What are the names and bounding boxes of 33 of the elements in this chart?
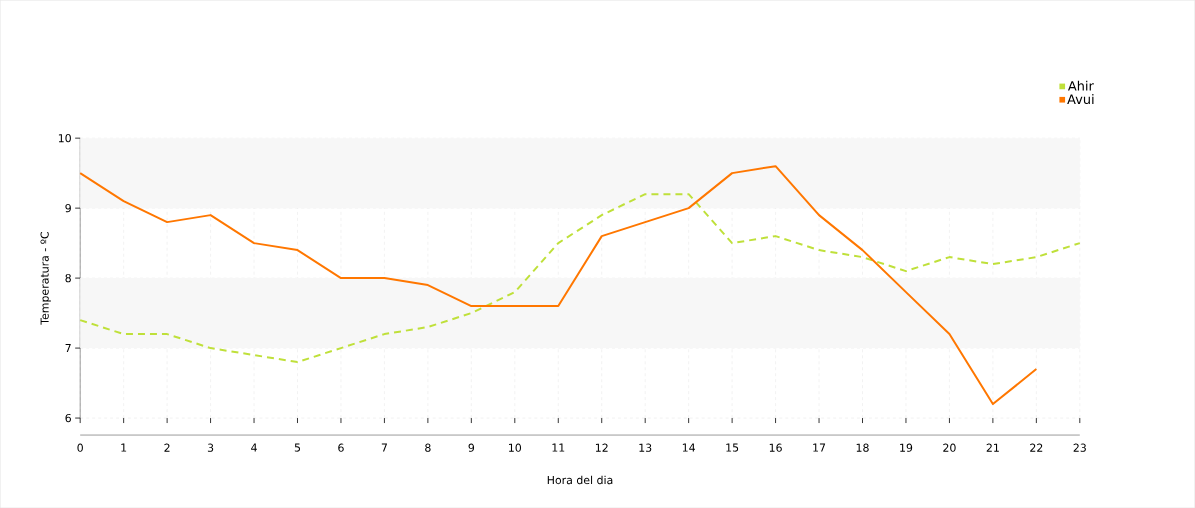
- x-tick-label: 23: [1073, 443, 1086, 452]
- y-tick-label: 6: [65, 413, 71, 423]
- x-tick-label: 1: [121, 443, 127, 452]
- y-tick-label: 9: [65, 203, 71, 213]
- x-tick-label: 17: [813, 443, 826, 452]
- x-tick-label: 4: [251, 443, 257, 452]
- x-tick-label: 12: [595, 443, 608, 452]
- x-tick-label: 16: [769, 443, 782, 452]
- x-tick-label: 21: [986, 443, 999, 452]
- x-tick-label: 5: [294, 443, 301, 452]
- x-tick-label: 3: [207, 443, 214, 452]
- x-tick-label: 14: [682, 443, 696, 452]
- legend-label: Avui: [1067, 93, 1094, 104]
- y-tick-label: 7: [65, 343, 71, 352]
- legend-label: Ahir: [1067, 80, 1094, 91]
- x-tick-label: 11: [552, 443, 565, 452]
- x-tick-label: 13: [639, 443, 652, 452]
- x-tick-label: 0: [77, 443, 83, 452]
- x-tick-label: 10: [509, 443, 522, 452]
- y-tick-label: 8: [65, 273, 71, 283]
- y-axis-title: Temperatura - ºC: [40, 231, 51, 325]
- x-tick-label: 18: [856, 443, 869, 452]
- x-tick-label: 6: [338, 443, 344, 452]
- x-tick-label: 8: [425, 443, 431, 452]
- x-tick-label: 15: [726, 443, 739, 452]
- x-tick-label: 7: [381, 443, 387, 452]
- x-axis-title: Hora del dia: [547, 475, 613, 485]
- x-tick-label: 20: [943, 443, 956, 452]
- x-tick-label: 2: [164, 443, 170, 452]
- x-tick-label: 9: [468, 443, 475, 452]
- x-tick-label: 22: [1030, 443, 1043, 452]
- x-tick-label: 19: [900, 443, 913, 452]
- y-tick-label: 10: [58, 133, 71, 143]
